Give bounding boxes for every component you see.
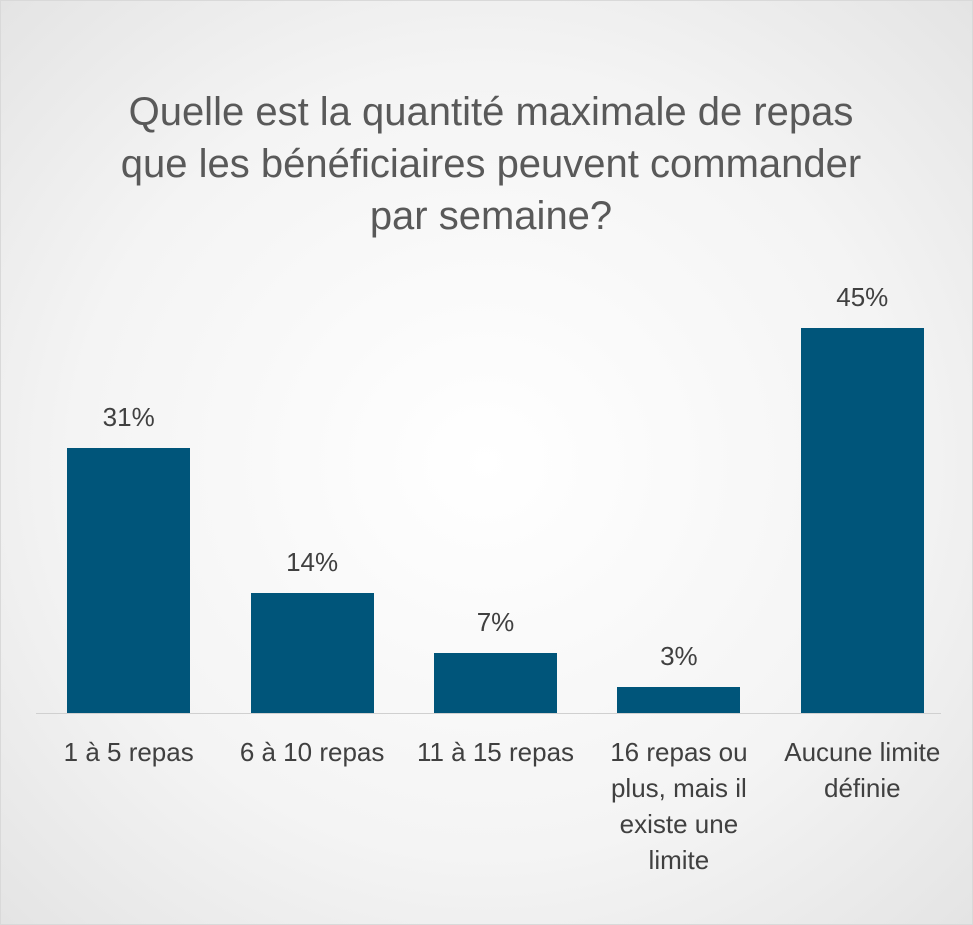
bar [250,593,374,713]
axis-line [36,713,941,714]
bar [434,653,557,713]
value-label: 45% [836,282,889,312]
value-label: 7% [476,607,515,638]
x-tick-label: 11 à 15 repas [416,737,575,767]
value-label: 31% [102,401,155,432]
chart-title: Quelle est la quantité maximale de repas… [120,90,862,238]
value-label: 3% [660,641,698,672]
value-label: 14% [286,547,339,578]
x-tick-label: 6 à 10 repas [239,737,385,767]
x-tick-label: 1 à 5 repas [63,737,194,767]
bar [617,687,741,713]
x-tick-label: Aucune limite définie [784,737,941,803]
x-tick-label: 16 repas ou plus, mais il existe une lim… [610,737,748,875]
bar [67,447,191,713]
bar [800,328,924,713]
